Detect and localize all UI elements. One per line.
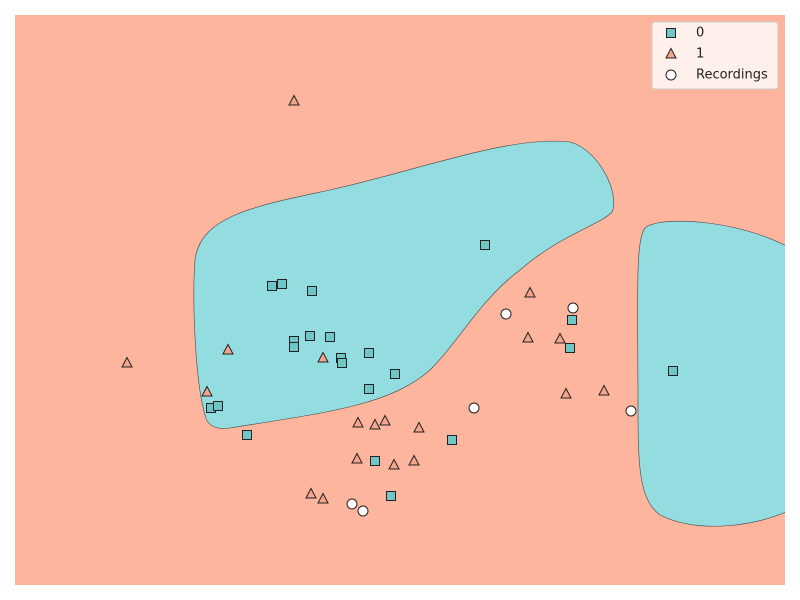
decision-region [193,140,614,429]
decision-regions [193,140,785,527]
triangle-marker [121,356,133,368]
circle-marker [357,505,369,517]
triangle-marker [369,418,381,430]
square-marker [307,286,317,296]
triangle-marker [408,454,420,466]
triangle-marker [222,343,234,355]
square-marker [447,435,457,445]
square-marker [242,430,252,440]
square-marker [390,369,400,379]
square-marker [364,348,374,358]
square-marker [370,456,380,466]
square-marker [289,342,299,352]
square-marker [267,281,277,291]
triangle-marker [598,384,610,396]
circle-marker [625,405,637,417]
legend-label: 0 [696,26,704,41]
triangle-marker [665,47,677,59]
triangle-marker [522,331,534,343]
square-marker [668,366,678,376]
circle-marker [468,402,480,414]
triangle-marker [288,94,300,106]
square-marker [386,491,396,501]
square-marker [666,28,676,38]
triangle-marker [413,421,425,433]
triangle-marker [201,385,213,397]
square-marker [305,331,315,341]
square-marker [213,401,223,411]
triangle-marker [351,452,363,464]
triangle-marker [317,351,329,363]
decision-region [637,220,785,527]
square-marker [567,315,577,325]
square-marker [277,279,287,289]
circle-marker [665,69,677,81]
triangle-marker [379,414,391,426]
triangle-marker [388,458,400,470]
square-marker [565,343,575,353]
triangle-marker [524,286,536,298]
triangle-marker [317,492,329,504]
triangle-marker [352,416,364,428]
triangle-marker [305,487,317,499]
legend-label: Recordings [696,68,768,83]
circle-marker [500,308,512,320]
circle-marker [346,498,358,510]
legend: 0 1 Recordings [651,21,779,90]
triangle-marker [554,332,566,344]
square-marker [364,384,374,394]
square-marker [480,240,490,250]
square-marker [325,332,335,342]
square-marker [337,358,347,368]
circle-marker [567,302,579,314]
triangle-marker [560,387,572,399]
points [121,94,678,517]
legend-box [651,21,779,90]
legend-label: 1 [696,47,704,62]
